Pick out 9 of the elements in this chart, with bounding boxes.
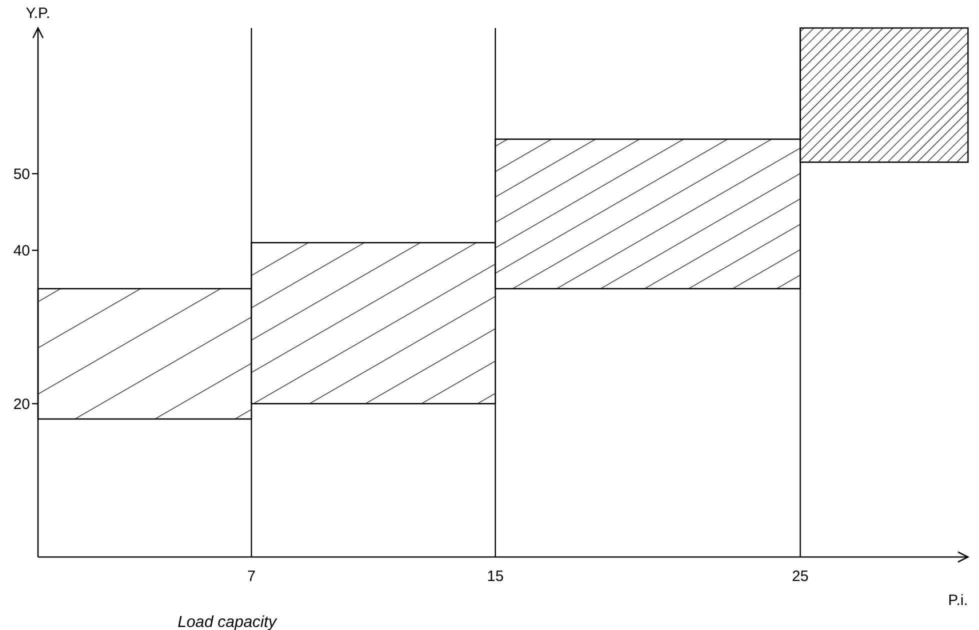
y-tick-label: 40 bbox=[13, 242, 30, 260]
x-axis-title: P.i. bbox=[948, 592, 968, 609]
y-tick-label: 50 bbox=[13, 166, 30, 183]
text: Load capacity bbox=[178, 614, 278, 630]
x-tick-label: 25 bbox=[792, 568, 809, 585]
y-tick-label: 20 bbox=[13, 396, 30, 413]
x-tick-label: 7 bbox=[247, 568, 256, 585]
y-axis-title: Y.P. bbox=[26, 5, 50, 22]
x-tick-label: 15 bbox=[487, 568, 504, 585]
